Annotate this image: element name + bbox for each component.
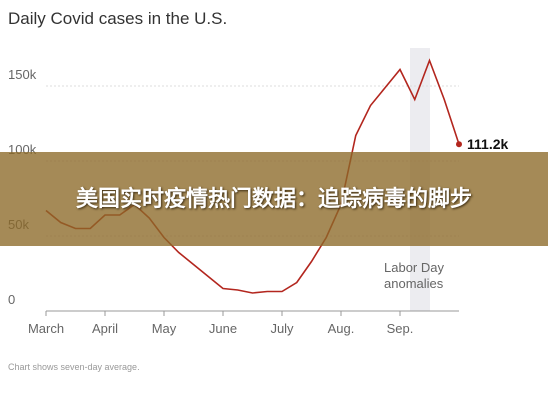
- x-tick-label: Aug.: [328, 321, 355, 336]
- chart-title: Daily Covid cases in the U.S.: [8, 9, 227, 28]
- value-label: 111.2k: [467, 136, 508, 152]
- x-tick-label: Sep.: [387, 321, 414, 336]
- annotation: Labor Day anomalies: [384, 260, 444, 291]
- banner: 美国实时疫情热门数据：追踪病毒的脚步: [0, 152, 548, 246]
- x-tick-label: March: [28, 321, 64, 336]
- annotation-line: Labor Day: [384, 260, 444, 275]
- annotation-line: anomalies: [384, 276, 444, 291]
- x-tick-label: May: [152, 321, 177, 336]
- footnote: Chart shows seven-day average.: [8, 362, 140, 372]
- x-tick-label: April: [92, 321, 118, 336]
- end-point: [456, 141, 462, 148]
- y-tick-label: 150k: [8, 67, 37, 82]
- banner-text: 美国实时疫情热门数据：追踪病毒的脚步: [75, 186, 472, 212]
- x-tick-label: July: [270, 321, 294, 336]
- x-tick-label: June: [209, 321, 237, 336]
- y-tick-label: 0: [8, 292, 15, 307]
